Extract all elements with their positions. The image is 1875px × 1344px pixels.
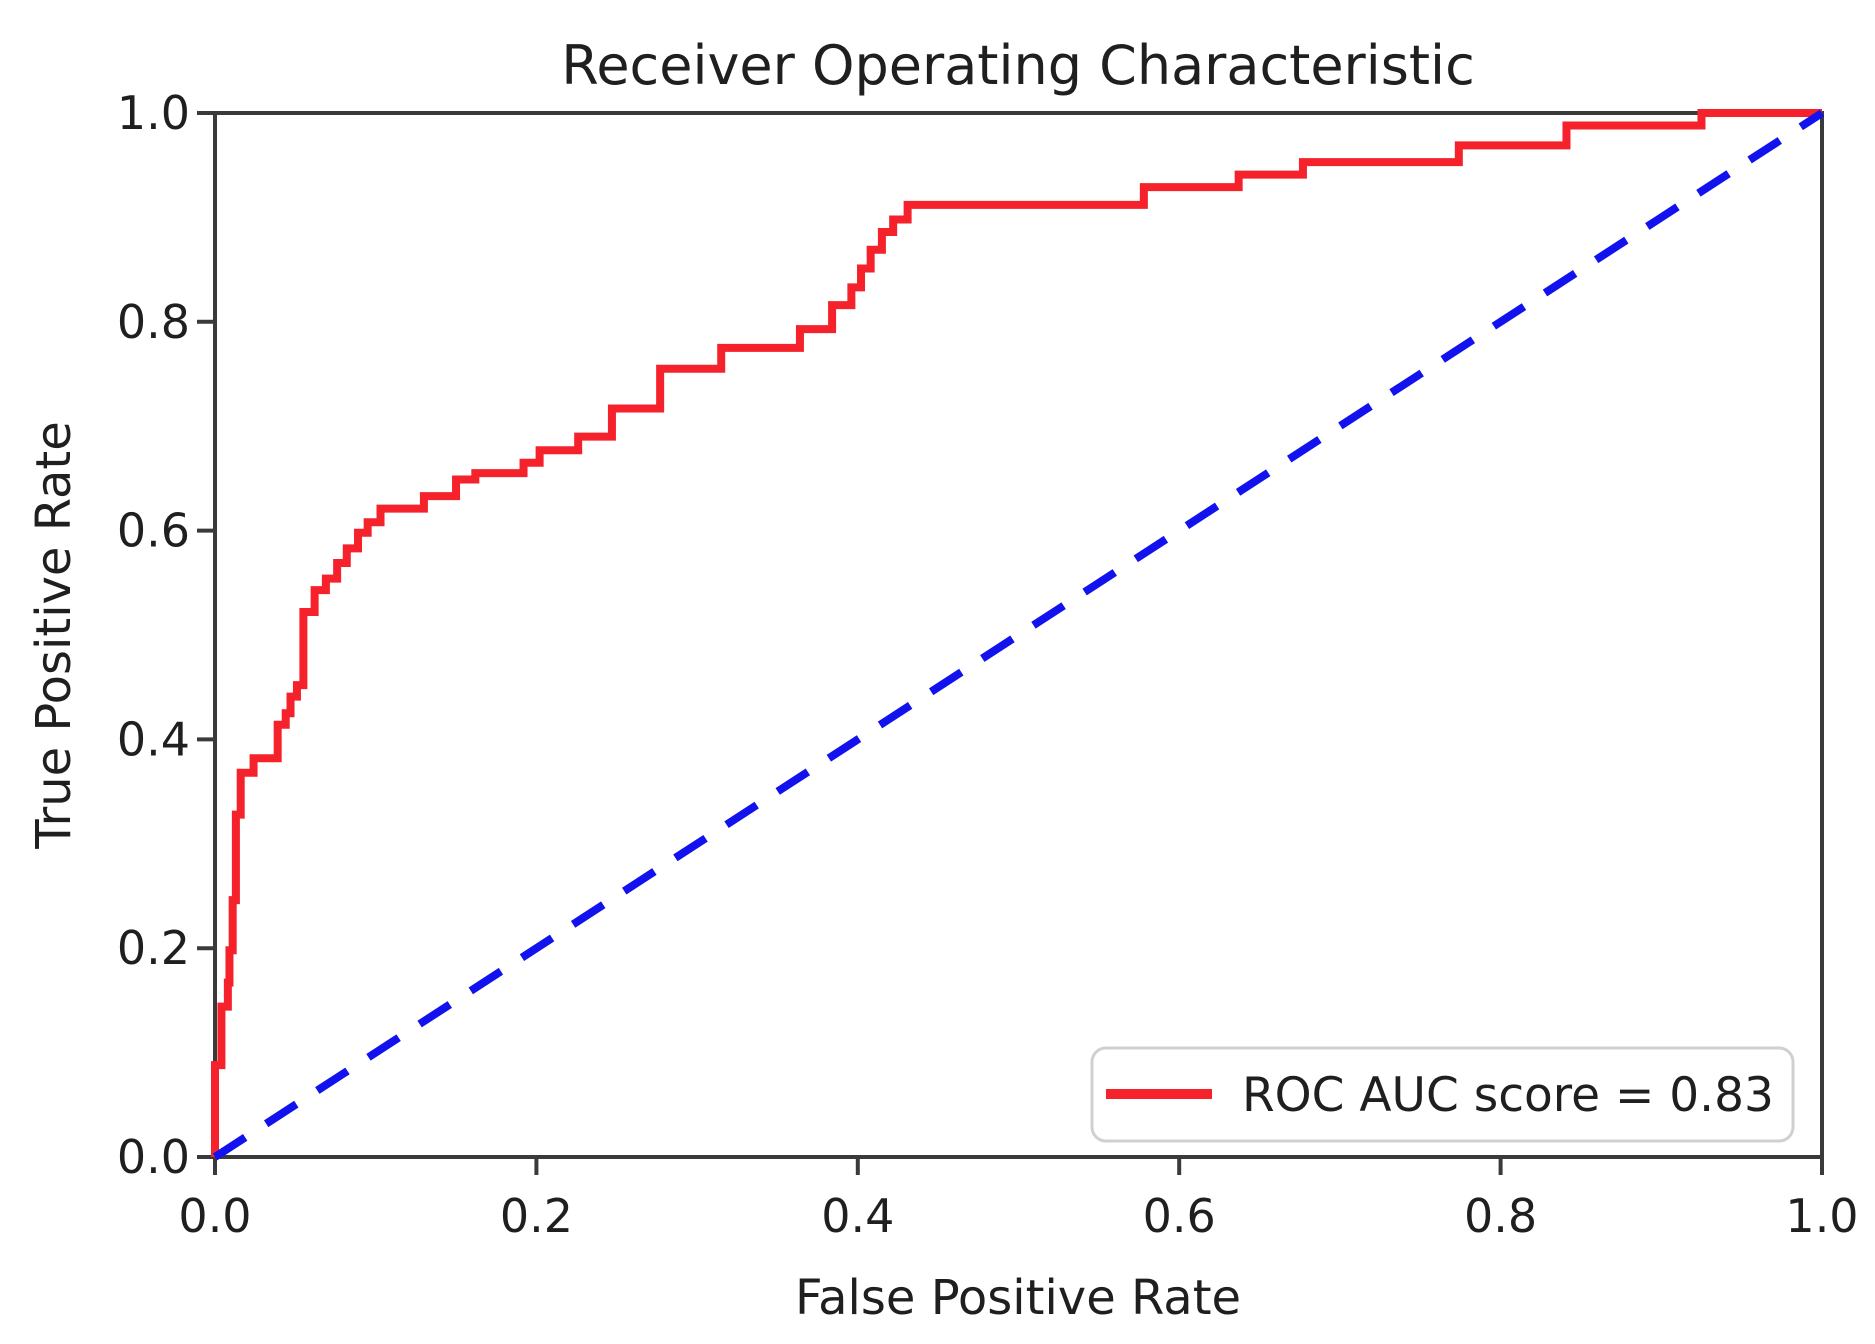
y-tick-label: 0.8 [117, 295, 190, 349]
chance-diagonal-line [212, 109, 1825, 1161]
roc-curve-line [211, 109, 1822, 1157]
legend-label: ROC AUC score = 0.83 [1242, 1068, 1774, 1123]
plot-border [213, 111, 1824, 1159]
legend-box: ROC AUC score = 0.83 [1090, 1046, 1795, 1143]
legend-frame [1090, 1046, 1795, 1143]
y-tick-label: 0.4 [117, 712, 190, 766]
y-tick-label: 0.2 [117, 921, 190, 975]
x-tick-label: 0.6 [1143, 1189, 1216, 1243]
x-tick-label: 0.2 [500, 1189, 573, 1243]
y-tick-label: 0.0 [117, 1130, 190, 1184]
axis-ticks: 0.0 0.2 0.4 0.6 0.8 1.0 0.0 0.2 0.4 0.6 0.8 1.0 [117, 86, 1859, 1243]
x-tick-label: 1.0 [1785, 1189, 1858, 1243]
x-axis-label: False Positive Rate [795, 1270, 1241, 1326]
x-tick-label: 0.4 [821, 1189, 894, 1243]
y-axis-label: True Positive Rate [26, 421, 82, 850]
x-tick-label: 0.0 [178, 1189, 251, 1243]
chart-title: Receiver Operating Characteristic [561, 34, 1475, 97]
y-tick-label: 0.6 [117, 504, 190, 558]
x-tick-label: 0.8 [1464, 1189, 1537, 1243]
plot-series [211, 109, 1825, 1161]
y-tick-label: 1.0 [117, 86, 190, 140]
